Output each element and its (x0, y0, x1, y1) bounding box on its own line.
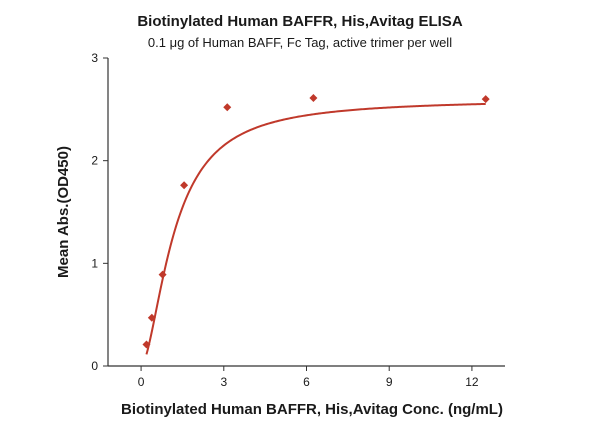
x-tick-label: 3 (220, 375, 227, 389)
x-tick-label: 12 (465, 375, 479, 389)
y-tick-label: 1 (91, 256, 98, 270)
x-axis-ticks: 0 3 6 9 12 (138, 366, 479, 389)
data-point-marker (180, 181, 189, 190)
fit-curve (145, 102, 486, 355)
data-point-marker (142, 340, 151, 349)
y-tick-label: 2 (91, 154, 98, 168)
data-point-marker (481, 95, 490, 104)
x-tick-label: 9 (386, 375, 393, 389)
y-axis-label: Mean Abs.(OD450) (55, 146, 72, 278)
data-point-marker (309, 94, 318, 103)
x-tick-label: 0 (138, 375, 145, 389)
data-point-marker (147, 313, 156, 322)
data-point-marker (223, 103, 232, 112)
chart-subtitle: 0.1 μg of Human BAFF, Fc Tag, active tri… (148, 35, 452, 50)
x-tick-label: 6 (303, 375, 310, 389)
chart-title: Biotinylated Human BAFFR, His,Avitag ELI… (137, 13, 462, 30)
y-tick-label: 0 (91, 359, 98, 373)
y-tick-label: 3 (91, 51, 98, 65)
y-axis-ticks: 0 1 2 3 (91, 51, 108, 373)
data-point-marker (158, 270, 167, 279)
data-points (142, 94, 490, 349)
x-axis-label: Biotinylated Human BAFFR, His,Avitag Con… (121, 401, 503, 418)
